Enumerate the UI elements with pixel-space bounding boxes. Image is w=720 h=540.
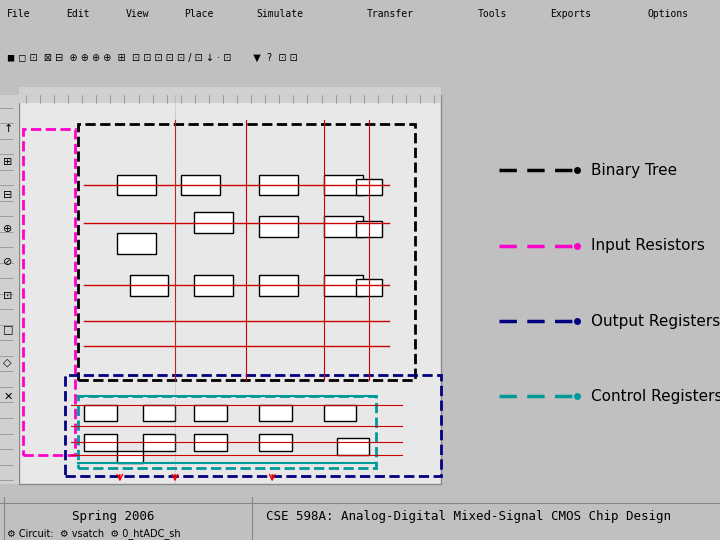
Text: ⊕: ⊕ xyxy=(4,224,13,234)
Bar xyxy=(181,174,220,195)
Text: Place: Place xyxy=(184,10,214,19)
Bar xyxy=(143,434,175,451)
Text: Transfer: Transfer xyxy=(367,10,414,19)
Text: Binary Tree: Binary Tree xyxy=(591,163,677,178)
Text: View: View xyxy=(125,10,149,19)
Text: ✕: ✕ xyxy=(4,392,13,401)
Text: ⊘: ⊘ xyxy=(4,258,13,267)
Bar xyxy=(130,275,168,296)
Text: Output Registers: Output Registers xyxy=(591,314,720,328)
Bar xyxy=(356,179,382,195)
Text: ◼ ◻ ⊡  ⊠ ⊟  ⊕ ⊕ ⊕ ⊕  ⊞  ⊡ ⊡ ⊡ ⊡ ⊡ / ⊡ ↓ · ⊡       ▼  ?  ⊡ ⊡: ◼ ◻ ⊡ ⊠ ⊟ ⊕ ⊕ ⊕ ⊕ ⊞ ⊡ ⊡ ⊡ ⊡ ⊡ / ⊡ ↓ · ⊡ … xyxy=(7,53,298,63)
Bar xyxy=(84,434,117,451)
Bar xyxy=(143,405,175,421)
Bar xyxy=(356,279,382,296)
Bar xyxy=(19,95,441,484)
Text: Edit: Edit xyxy=(66,10,90,19)
Text: Input Resistors: Input Resistors xyxy=(591,238,705,253)
Text: Tools: Tools xyxy=(478,10,508,19)
Bar xyxy=(324,174,363,195)
Bar xyxy=(117,451,143,463)
Bar xyxy=(194,405,227,421)
Bar xyxy=(324,217,363,238)
Bar xyxy=(324,275,363,296)
Text: ⊡: ⊡ xyxy=(4,291,13,301)
Bar xyxy=(19,86,441,104)
Bar xyxy=(259,405,292,421)
Bar xyxy=(356,221,382,238)
Bar xyxy=(194,275,233,296)
Text: Exports: Exports xyxy=(550,10,591,19)
Bar xyxy=(194,212,233,233)
Bar xyxy=(194,434,227,451)
Text: Simulate: Simulate xyxy=(256,10,303,19)
Bar xyxy=(117,233,156,254)
Bar xyxy=(259,275,298,296)
Text: ◇: ◇ xyxy=(4,358,12,368)
Bar xyxy=(259,174,298,195)
Bar xyxy=(84,405,117,421)
Bar xyxy=(337,438,369,455)
Text: □: □ xyxy=(4,325,14,334)
Text: Spring 2006: Spring 2006 xyxy=(72,510,155,523)
Text: ⊞: ⊞ xyxy=(4,157,13,167)
Text: Control Registers: Control Registers xyxy=(591,389,720,404)
Bar xyxy=(324,405,356,421)
Bar xyxy=(0,95,19,484)
Text: ⊟: ⊟ xyxy=(4,191,13,200)
Bar xyxy=(259,217,298,238)
Bar xyxy=(259,434,292,451)
Bar xyxy=(117,174,156,195)
Text: File: File xyxy=(7,10,31,19)
Text: Options: Options xyxy=(648,10,689,19)
Text: ⚙ Circuit:  ⚙ vsatch  ⚙ 0_htADC_sh: ⚙ Circuit: ⚙ vsatch ⚙ 0_htADC_sh xyxy=(7,528,181,539)
Text: ↑: ↑ xyxy=(4,124,13,133)
Text: CSE 598A: Analog-Digital Mixed-Signal CMOS Chip Design: CSE 598A: Analog-Digital Mixed-Signal CM… xyxy=(266,510,671,523)
